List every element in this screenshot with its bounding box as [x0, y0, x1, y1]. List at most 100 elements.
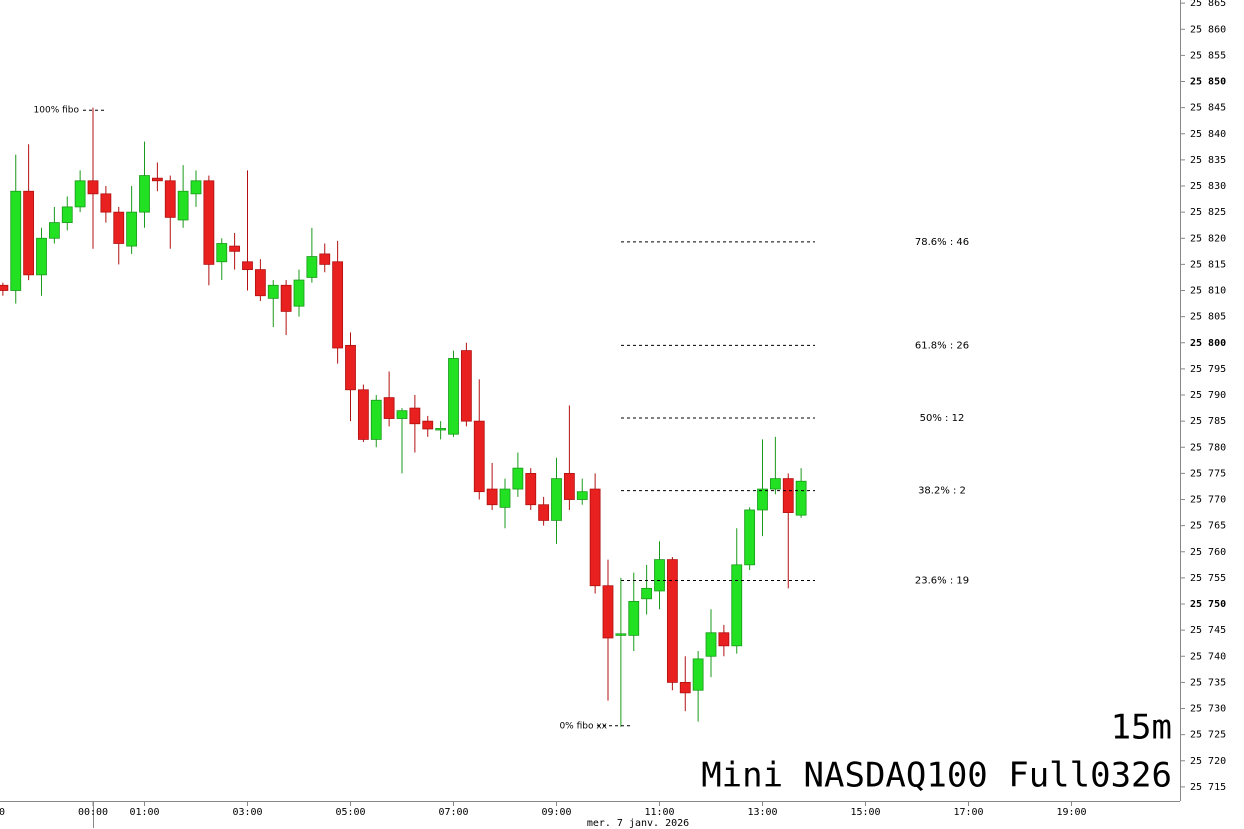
candle-body — [332, 261, 344, 349]
candle-body — [422, 420, 434, 430]
candle-body — [525, 472, 537, 506]
y-tick-label: 25 815 — [1190, 259, 1226, 270]
y-tick-label: 25 735 — [1190, 677, 1226, 688]
fibo-level-label: 50% : 12 — [920, 413, 965, 424]
y-tick-label: 25 860 — [1190, 24, 1226, 35]
fibo-level-label: 78.6% : 46 — [915, 237, 969, 248]
candle-body — [36, 237, 47, 276]
chart-title: Mini NASDAQ100 Full0326 — [701, 756, 1172, 796]
candle-body — [370, 399, 382, 440]
x-tick-label: 19:00 — [1056, 807, 1086, 818]
candle-body — [203, 180, 215, 265]
y-tick-label: 25 740 — [1190, 651, 1226, 662]
candle-body — [242, 261, 253, 271]
candle-body — [306, 256, 318, 278]
candle-body — [10, 190, 22, 291]
candle-body — [409, 407, 421, 425]
candle-body — [448, 358, 459, 435]
y-tick-label: 25 865 — [1190, 0, 1226, 9]
y-tick-label: 25 780 — [1190, 442, 1226, 453]
fibo-label: 100% fibo — [34, 106, 80, 116]
candle-body — [679, 681, 691, 694]
candle-body — [23, 190, 35, 276]
y-tick-label: 25 765 — [1190, 521, 1226, 532]
candle-body — [769, 478, 781, 490]
y-tick-label: 25 715 — [1190, 782, 1226, 793]
candle-body — [126, 211, 138, 247]
x-tick-label: 07:00 — [438, 807, 468, 818]
y-tick-label: 25 720 — [1190, 756, 1226, 767]
candle-body — [795, 480, 807, 516]
candle-body — [190, 180, 202, 195]
candle-body — [113, 211, 125, 244]
y-tick-label: 25 755 — [1190, 573, 1226, 584]
y-tick-label: 25 840 — [1190, 129, 1226, 140]
candle-body — [267, 284, 279, 299]
candle-body — [744, 509, 756, 566]
x-tick-label: 00:00 — [78, 807, 108, 818]
candle-body — [216, 243, 228, 263]
x-tick-label: 09:00 — [541, 807, 571, 818]
candle-body — [602, 585, 614, 639]
candle-body — [666, 559, 678, 683]
candle-body — [293, 279, 305, 307]
y-tick-label: 25 830 — [1190, 181, 1226, 192]
candle-body — [61, 206, 73, 223]
x-tick-label: 13:00 — [747, 807, 777, 818]
candle-body — [87, 180, 99, 195]
candle-body — [551, 478, 562, 521]
y-tick-label: 25 785 — [1190, 416, 1226, 427]
date-label: mer. 7 janv. 2026 — [587, 818, 689, 829]
fibo-level-label: 38.2% : 2 — [918, 486, 966, 497]
y-tick-label: 25 855 — [1190, 50, 1226, 61]
y-tick-label: 25 745 — [1190, 625, 1226, 636]
candle-body — [512, 467, 524, 490]
y-tick-label: 25 760 — [1190, 547, 1226, 558]
fibo-label: 0% fibo xx — [559, 721, 607, 731]
candle-body — [628, 601, 640, 636]
fibo-level-label: 23.6% : 19 — [915, 576, 969, 587]
candle-body — [615, 633, 627, 636]
x-tick-label: 01:00 — [129, 807, 159, 818]
candle-body — [0, 284, 9, 291]
x-tick-label: 15:00 — [850, 807, 880, 818]
candle-body — [718, 632, 730, 647]
y-tick-label: 25 820 — [1190, 233, 1226, 244]
timeframe: 15m — [1111, 708, 1172, 748]
candle-body — [692, 658, 704, 691]
y-tick-label: 25 795 — [1190, 364, 1226, 375]
candle-body — [435, 428, 447, 431]
candle-body — [254, 269, 266, 297]
candle-body — [782, 478, 794, 513]
candle-body — [229, 245, 241, 252]
y-tick-label: 25 805 — [1190, 312, 1226, 323]
candle-body — [641, 587, 653, 600]
y-tick-label: 25 770 — [1190, 495, 1226, 506]
candle-body — [177, 190, 189, 221]
candle-body — [563, 472, 575, 500]
candle-body — [319, 253, 331, 265]
x-tick-label: 03:00 — [232, 807, 262, 818]
candle-body — [705, 632, 717, 657]
candle-body — [151, 177, 163, 182]
candle-body — [345, 344, 356, 391]
candle-body — [280, 284, 292, 312]
candle-body — [499, 488, 511, 508]
y-tick-label: 25 810 — [1190, 286, 1226, 297]
candle-body — [757, 488, 768, 511]
y-tick-label: 25 775 — [1190, 468, 1226, 479]
candle-body — [48, 222, 60, 239]
candle-body — [460, 350, 472, 422]
candle-body — [164, 180, 176, 218]
candle-body — [538, 504, 550, 521]
y-tick-label: 25 850 — [1190, 77, 1226, 88]
x-tick-label: 17:00 — [953, 807, 983, 818]
x-tick-label: 05:00 — [335, 807, 365, 818]
y-tick-label: 25 750 — [1190, 599, 1226, 610]
y-tick-label: 25 835 — [1190, 155, 1226, 166]
candle-body — [576, 491, 588, 500]
candle-body — [100, 193, 112, 213]
candle-body — [139, 175, 150, 213]
